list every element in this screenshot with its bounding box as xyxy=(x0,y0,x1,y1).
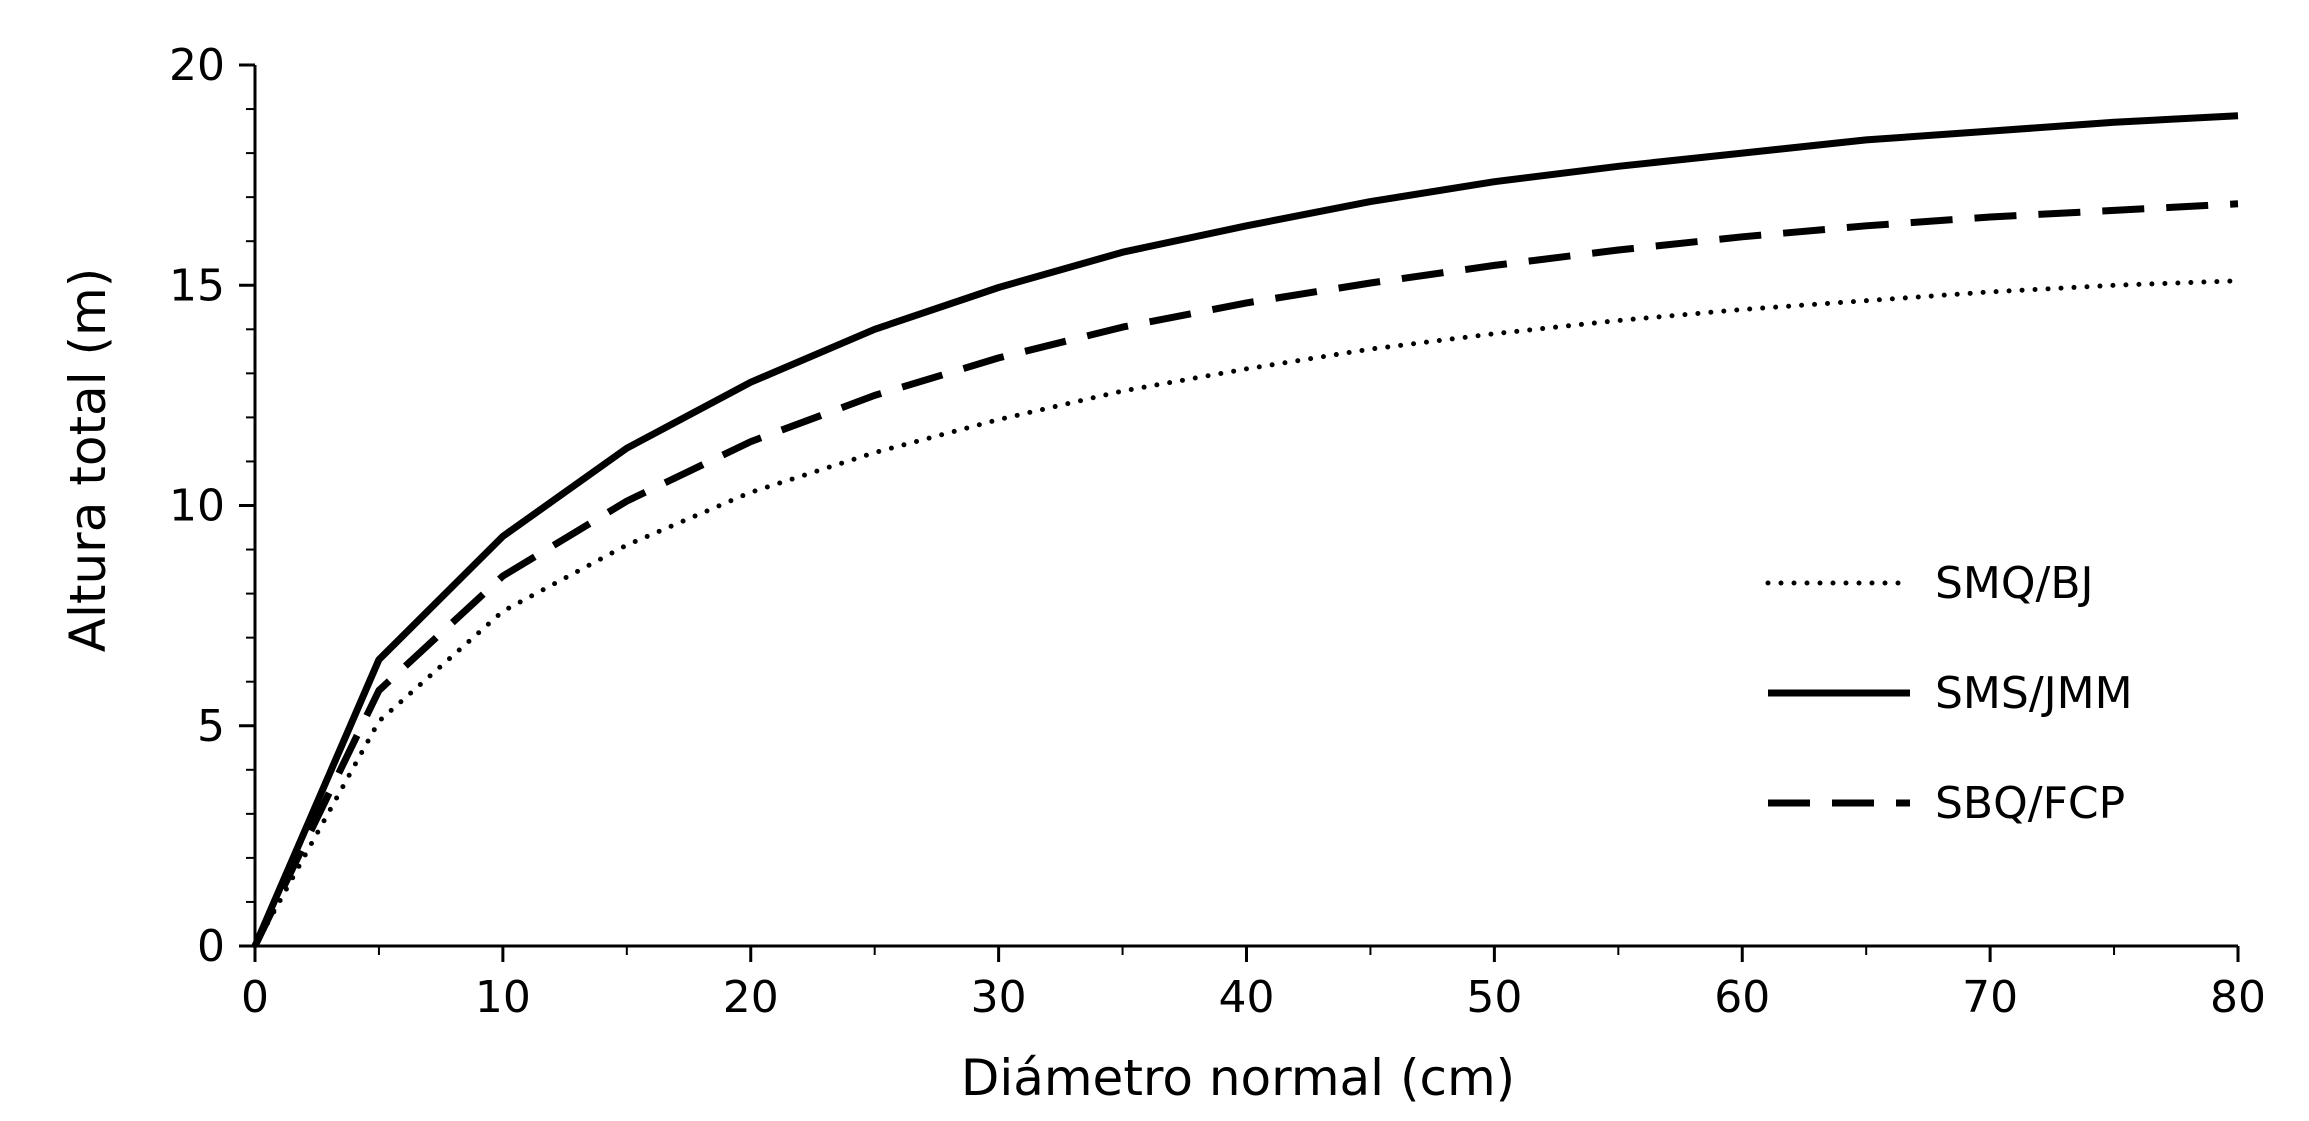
x-tick-label: 50 xyxy=(1466,972,1522,1023)
legend-label: SMQ/BJ xyxy=(1935,558,2094,609)
y-axis-title: Altura total (m) xyxy=(59,268,117,652)
x-tick-label: 20 xyxy=(723,972,779,1023)
y-tick-label: 20 xyxy=(169,40,225,91)
x-tick-label: 0 xyxy=(241,972,269,1023)
y-tick-label: 10 xyxy=(169,481,225,532)
series-line-smq-bj xyxy=(252,278,2241,949)
axes: 0 5 10 15 20 0 10 20 30 40 50 60 70 80 xyxy=(169,40,2266,1023)
x-tick-label: 60 xyxy=(1714,972,1770,1023)
legend-label: SMS/JMM xyxy=(1935,668,2133,719)
series-line-sbq-fcp xyxy=(251,200,2239,948)
series-layer xyxy=(251,112,2241,949)
y-tick-label: 15 xyxy=(169,260,225,311)
x-tick-label: 80 xyxy=(2210,972,2266,1023)
x-tick-label: 40 xyxy=(1219,972,1275,1023)
legend-label: SBQ/FCP xyxy=(1935,778,2125,829)
series-line-sms-jmm xyxy=(251,112,2239,948)
y-tick-label: 0 xyxy=(197,921,225,972)
x-tick-label: 10 xyxy=(475,972,531,1023)
y-tick-label: 5 xyxy=(197,701,225,752)
x-axis-title: Diámetro normal (cm) xyxy=(961,1049,1515,1107)
x-tick-label: 70 xyxy=(1962,972,2018,1023)
x-tick-label: 30 xyxy=(971,972,1027,1023)
legend: SMQ/BJ SMS/JMM SBQ/FCP xyxy=(1765,558,2133,829)
